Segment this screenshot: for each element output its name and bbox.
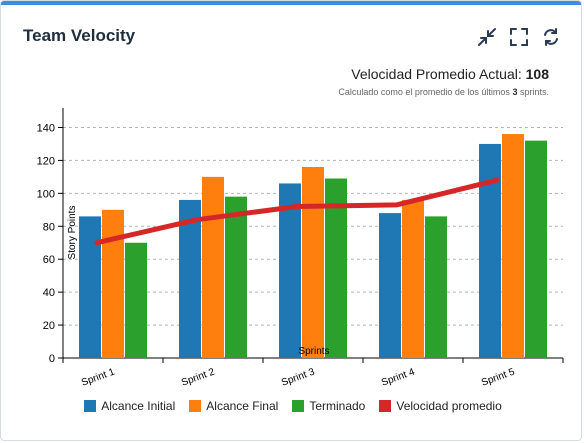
card-title: Team Velocity — [23, 26, 136, 45]
line-velocidad-promedio — [94, 177, 500, 246]
legend-label: Velocidad promedio — [396, 399, 502, 413]
y-tick-label: 80 — [43, 221, 55, 233]
average-velocity-value: 108 — [525, 66, 549, 82]
y-tick-label: 20 — [43, 320, 55, 332]
bar-alcance-inicial — [479, 143, 501, 358]
bar-alcance-inicial — [279, 183, 301, 358]
bar-terminado — [225, 196, 247, 358]
average-velocity: Velocidad Promedio Actual: 108 — [351, 66, 549, 82]
refresh-icon[interactable] — [541, 27, 561, 47]
bar-alcance-final — [202, 176, 224, 358]
bar-alcance-inicial — [379, 213, 401, 358]
fullscreen-icon[interactable] — [509, 27, 529, 47]
y-tick-label: 40 — [43, 287, 55, 299]
bar-alcance-inicial — [79, 216, 101, 358]
x-tick-label: Sprint 4 — [380, 366, 417, 388]
bar-terminado — [425, 216, 447, 358]
legend-swatch — [84, 400, 97, 412]
bar-alcance-inicial — [179, 199, 201, 358]
calculation-note-count: 3 — [512, 87, 518, 97]
legend-swatch — [379, 400, 392, 412]
legend-label: Alcance Final — [206, 399, 279, 413]
calculation-note-prefix: Calculado como el promedio de los último… — [338, 87, 510, 97]
calculation-note-suffix: sprints. — [519, 87, 549, 97]
bar-alcance-final — [102, 209, 124, 358]
chart-legend: Alcance Initial Alcance Final Terminado … — [1, 399, 581, 413]
x-axis-title: Sprints — [298, 346, 329, 357]
average-velocity-label: Velocidad Promedio Actual: — [351, 66, 522, 82]
bar-terminado — [325, 178, 347, 358]
y-tick-label: 100 — [37, 188, 55, 200]
collapse-icon[interactable] — [477, 27, 497, 47]
legend-item-alcance-final[interactable]: Alcance Final — [189, 399, 278, 413]
y-tick-label: 60 — [43, 254, 55, 266]
calculation-note: Calculado como el promedio de los último… — [338, 87, 549, 97]
bar-alcance-final — [302, 166, 324, 358]
x-tick-label: Sprint 5 — [480, 366, 517, 388]
legend-item-velocidad-promedio[interactable]: Velocidad promedio — [379, 399, 502, 413]
y-tick-label: 0 — [49, 353, 55, 365]
legend-item-alcance-inicial[interactable]: Alcance Initial — [84, 399, 175, 413]
bar-terminado — [125, 242, 147, 358]
x-tick-label: Sprint 2 — [180, 366, 217, 388]
x-tick-label: Sprint 1 — [80, 366, 117, 388]
card-accent-bar — [1, 1, 581, 5]
legend-swatch — [292, 400, 305, 412]
card-toolbar — [477, 27, 561, 47]
legend-label: Terminado — [309, 399, 366, 413]
bar-terminado — [525, 140, 547, 358]
legend-swatch — [189, 400, 202, 412]
bar-alcance-final — [402, 199, 424, 358]
x-tick-label: Sprint 3 — [280, 366, 317, 388]
bar-alcance-final — [502, 134, 524, 358]
y-tick-label: 140 — [37, 122, 55, 134]
y-axis-title: Story Points — [67, 206, 78, 260]
legend-item-terminado[interactable]: Terminado — [292, 399, 365, 413]
legend-label: Alcance Initial — [101, 399, 176, 413]
y-tick-label: 120 — [37, 155, 55, 167]
